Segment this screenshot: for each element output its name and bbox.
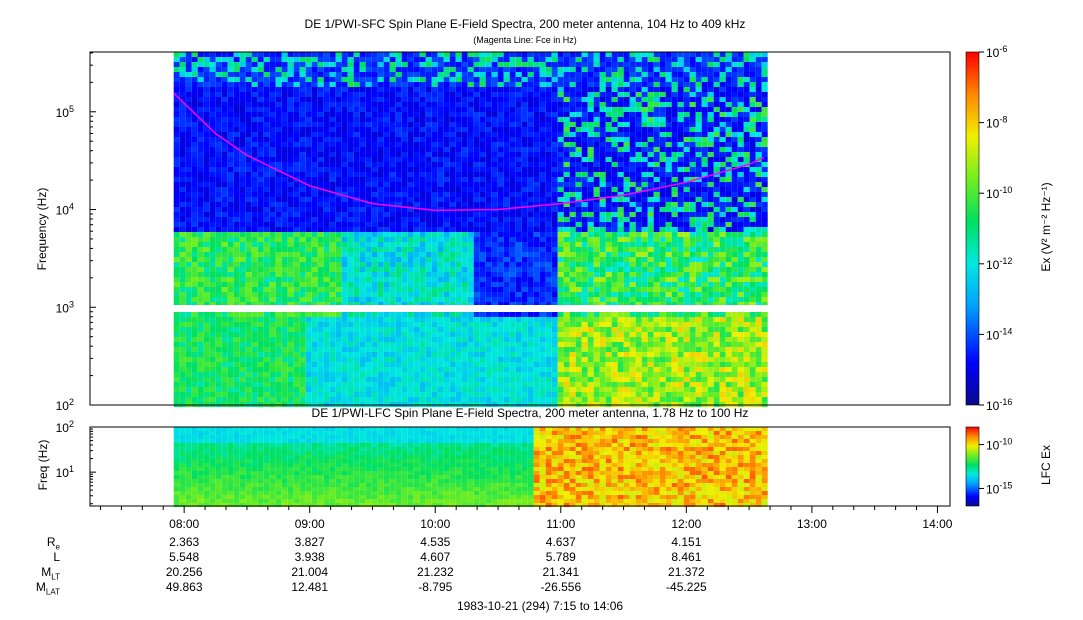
ephemeris-row-label: Re <box>46 535 60 552</box>
tick-label: 103 <box>56 299 74 315</box>
time-tick-label: 09:00 <box>295 517 325 531</box>
ephemeris-value: -8.795 <box>418 580 453 594</box>
panel2-ylabel: Freq (Hz) <box>36 439 50 491</box>
ephemeris-value: 20.256 <box>165 565 203 579</box>
time-axis-ticks: 08:00 09:00 10:00 11:00 12:00 13:00 14:00 <box>99 506 953 531</box>
tick-label: 10-12 <box>986 256 1012 272</box>
tick-label: 105 <box>56 104 74 120</box>
ephemeris-value: 3.938 <box>294 550 325 564</box>
time-range-caption: 1983-10-21 (294) 7:15 to 14:06 <box>456 599 624 613</box>
ephemeris-row-label: L <box>53 550 60 564</box>
ephemeris-value: 5.789 <box>545 550 576 564</box>
ephemeris-value: 2.363 <box>169 535 200 549</box>
tick-label: 102 <box>56 419 74 435</box>
panel2-title: DE 1/PWI-LFC Spin Plane E-Field Spectra,… <box>311 406 749 420</box>
panel1-title: DE 1/PWI-SFC Spin Plane E-Field Spectra,… <box>304 17 746 31</box>
ephemeris-value: 4.535 <box>420 535 451 549</box>
tick-label: 104 <box>56 202 74 218</box>
data-gap-band <box>170 305 768 312</box>
lfc-colorbar <box>966 427 979 506</box>
lfc-colorbar-ticks: 10-10 10-15 <box>979 437 1012 496</box>
ephemeris-value: 5.548 <box>169 550 200 564</box>
tick-label: 10-15 <box>986 480 1012 496</box>
tick-label: 101 <box>56 464 74 480</box>
ephemeris-value: 4.637 <box>545 535 576 549</box>
ephemeris-row-label: MLT <box>41 565 60 582</box>
tick-label: 10-8 <box>986 115 1007 131</box>
sfc-colorbar-label: Ex (V² m⁻² Hz⁻¹) <box>1039 182 1053 272</box>
sfc-spectrogram-cells <box>173 52 768 407</box>
time-tick-label: 10:00 <box>420 517 450 531</box>
ephemeris-value: -26.556 <box>540 580 582 594</box>
ephemeris-value: 8.461 <box>671 550 702 564</box>
lfc-spectrogram-cells <box>173 427 768 507</box>
tick-label: 10-14 <box>986 326 1012 342</box>
tick-label: 10-16 <box>986 397 1012 413</box>
ephemeris-value: 49.863 <box>165 580 203 594</box>
panel1-subtitle: (Magenta Line: Fce in Hz) <box>473 35 577 45</box>
time-tick-label: 11:00 <box>546 517 575 531</box>
sfc-colorbar <box>966 52 979 405</box>
ephemeris-value: 12.481 <box>291 580 329 594</box>
ephemeris-row-label: MLAT <box>35 580 60 597</box>
ephemeris-value: 3.827 <box>294 535 325 549</box>
ephemeris-value: 21.004 <box>291 565 329 579</box>
tick-label: 10-6 <box>986 44 1007 60</box>
ephemeris-value: 4.607 <box>420 550 451 564</box>
ephemeris-value: 4.151 <box>671 535 702 549</box>
time-tick-label: 14:00 <box>922 517 952 531</box>
tick-label: 10-10 <box>986 185 1012 201</box>
panel1-ylabel: Frequency (Hz) <box>35 187 49 271</box>
time-tick-label: 08:00 <box>169 517 199 531</box>
fce-line <box>173 92 765 212</box>
ephemeris-value: 21.341 <box>542 565 580 579</box>
time-tick-label: 12:00 <box>671 517 701 531</box>
tick-label: 10-10 <box>986 437 1012 453</box>
time-tick-label: 13:00 <box>797 517 827 531</box>
ephemeris-value: 21.232 <box>416 565 454 579</box>
tick-label: 102 <box>56 397 74 413</box>
ephemeris-value: 21.372 <box>668 565 705 579</box>
lfc-colorbar-label: LFC Ex <box>1039 445 1053 486</box>
ephemeris-value: -45.225 <box>666 580 707 594</box>
sfc-colorbar-ticks: 10-6 10-8 10-10 10-12 10-14 10-16 <box>979 44 1012 413</box>
